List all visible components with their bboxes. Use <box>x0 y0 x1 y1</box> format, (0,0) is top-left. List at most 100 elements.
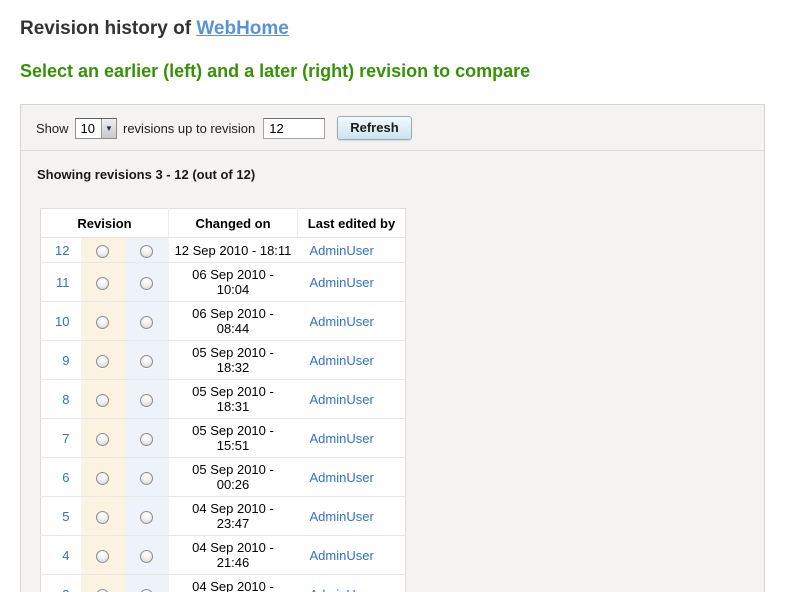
earlier-revision-radio[interactable] <box>96 244 109 258</box>
page-title-prefix: Revision history of <box>20 18 197 39</box>
revision-number-cell: 4 <box>40 535 81 575</box>
last-edited-by-cell: AdminUser <box>297 574 406 592</box>
earlier-revision-radio[interactable] <box>96 276 109 290</box>
later-revision-radio[interactable] <box>140 244 153 258</box>
user-link[interactable]: AdminUser <box>309 469 374 485</box>
revision-number-link[interactable]: 4 <box>62 547 70 563</box>
revision-number-input[interactable] <box>263 117 326 139</box>
last-edited-by-cell: AdminUser <box>297 262 406 302</box>
later-revision-radio-cell <box>124 457 169 497</box>
earlier-revision-radio[interactable] <box>96 510 109 524</box>
earlier-revision-radio-cell <box>80 418 125 458</box>
showing-revisions-summary: Showing revisions 3 - 12 (out of 12) <box>37 167 256 182</box>
changed-on-cell: 05 Sep 2010 - 18:32 <box>168 340 298 380</box>
user-link[interactable]: AdminUser <box>309 430 374 446</box>
revision-number-cell: 5 <box>40 496 81 536</box>
later-revision-radio-cell <box>124 262 169 302</box>
revision-number-cell: 11 <box>40 262 81 302</box>
revision-number-cell: 8 <box>40 379 81 419</box>
refresh-button[interactable]: Refresh <box>337 116 412 140</box>
table-row: 6 05 Sep 2010 - 00:26 AdminUser <box>40 457 406 497</box>
changed-on-cell: 04 Sep 2010 - 23:47 <box>168 496 298 536</box>
table-row: 3 04 Sep 2010 - 20:15 AdminUser <box>40 574 406 592</box>
later-revision-radio-cell <box>124 496 169 536</box>
later-revision-radio-cell <box>124 379 169 419</box>
last-edited-by-column-header: Last edited by <box>297 208 406 238</box>
revision-number-link[interactable]: 11 <box>56 274 70 290</box>
later-revision-radio[interactable] <box>140 393 153 407</box>
last-edited-by-cell: AdminUser <box>297 457 406 497</box>
revision-number-cell: 6 <box>40 457 81 497</box>
later-revision-radio[interactable] <box>140 315 153 329</box>
earlier-revision-radio[interactable] <box>96 315 109 329</box>
user-link[interactable]: AdminUser <box>310 587 374 592</box>
earlier-revision-radio-cell <box>80 574 125 592</box>
earlier-revision-radio[interactable] <box>96 549 109 563</box>
earlier-revision-radio-cell <box>80 301 125 341</box>
earlier-revision-radio-cell <box>80 457 125 497</box>
changed-on-cell: 06 Sep 2010 - 08:44 <box>168 301 298 341</box>
earlier-revision-radio[interactable] <box>96 432 109 446</box>
changed-on-cell: 06 Sep 2010 - 10:04 <box>168 262 298 302</box>
changed-on-column-header: Changed on <box>168 208 298 238</box>
earlier-revision-radio-cell <box>80 237 125 263</box>
revision-number-link[interactable]: 9 <box>62 352 70 368</box>
earlier-revision-radio[interactable] <box>96 354 109 368</box>
revision-history-panel: Show 10 ▼ revisions up to revision Refre… <box>20 104 765 592</box>
later-revision-radio[interactable] <box>140 549 153 563</box>
page-title: Revision history of WebHome <box>20 18 765 40</box>
revision-number-link[interactable]: 8 <box>62 391 70 407</box>
table-row: 5 04 Sep 2010 - 23:47 AdminUser <box>40 496 406 536</box>
table-row: 8 05 Sep 2010 - 18:31 AdminUser <box>40 379 406 419</box>
revision-number-link[interactable]: 6 <box>62 469 70 485</box>
later-revision-radio[interactable] <box>140 471 153 485</box>
user-link[interactable]: AdminUser <box>309 274 374 290</box>
earlier-revision-radio[interactable] <box>96 471 109 485</box>
revision-number-link[interactable]: 12 <box>55 242 70 258</box>
page: Revision history of WebHome Select an ea… <box>0 18 785 592</box>
table-row: 7 05 Sep 2010 - 15:51 AdminUser <box>40 418 406 458</box>
last-edited-by-cell: AdminUser <box>297 535 406 575</box>
earlier-revision-radio-cell <box>80 340 125 380</box>
revision-number-cell: 12 <box>40 237 81 263</box>
user-link[interactable]: AdminUser <box>309 391 374 407</box>
later-revision-radio-cell <box>124 418 169 458</box>
later-revision-radio-cell <box>124 535 169 575</box>
later-revision-radio[interactable] <box>140 276 153 290</box>
last-edited-by-cell: AdminUser <box>297 418 406 458</box>
later-revision-radio-cell <box>124 237 169 263</box>
revision-number-link[interactable]: 5 <box>62 508 70 524</box>
table-row: 11 06 Sep 2010 - 10:04 AdminUser <box>40 262 406 302</box>
revision-number-link[interactable]: 10 <box>55 313 70 329</box>
user-link[interactable]: AdminUser <box>309 242 374 258</box>
revision-number-cell: 3 <box>40 574 81 592</box>
table-row: 9 05 Sep 2010 - 18:32 AdminUser <box>40 340 406 380</box>
chevron-down-icon: ▼ <box>101 118 116 138</box>
revision-number-cell: 7 <box>40 418 81 458</box>
earlier-revision-radio-cell <box>80 379 125 419</box>
table-row: 10 06 Sep 2010 - 08:44 AdminUser <box>40 301 406 341</box>
later-revision-radio[interactable] <box>140 510 153 524</box>
later-revision-radio[interactable] <box>140 432 153 446</box>
controls-bar: Show 10 ▼ revisions up to revision Refre… <box>21 105 764 151</box>
revision-number-link[interactable]: 3 <box>62 587 69 592</box>
later-revision-radio[interactable] <box>140 354 153 368</box>
user-link[interactable]: AdminUser <box>309 547 374 563</box>
user-link[interactable]: AdminUser <box>309 313 374 329</box>
revision-number-cell: 9 <box>40 340 81 380</box>
show-count-select[interactable]: 10 ▼ <box>74 117 117 139</box>
earlier-revision-radio[interactable] <box>96 588 109 592</box>
revision-table-header: Revision Changed on Last edited by <box>40 208 406 238</box>
earlier-revision-radio[interactable] <box>96 393 109 407</box>
webhome-link[interactable]: WebHome <box>196 18 289 39</box>
revision-number-cell: 10 <box>40 301 81 341</box>
revision-number-link[interactable]: 7 <box>62 430 70 446</box>
user-link[interactable]: AdminUser <box>309 508 374 524</box>
last-edited-by-cell: AdminUser <box>297 496 406 536</box>
user-link[interactable]: AdminUser <box>309 352 374 368</box>
later-revision-radio[interactable] <box>140 588 153 592</box>
changed-on-cell: 05 Sep 2010 - 18:31 <box>168 379 298 419</box>
table-row: 4 04 Sep 2010 - 21:46 AdminUser <box>40 535 406 575</box>
changed-on-cell: 05 Sep 2010 - 00:26 <box>168 457 298 497</box>
earlier-revision-radio-cell <box>80 262 125 302</box>
